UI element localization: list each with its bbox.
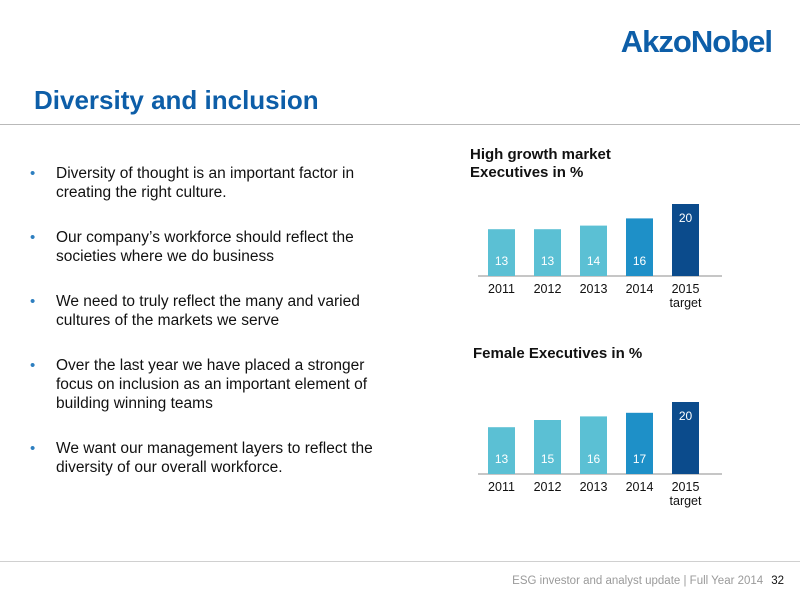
chart-bar [534,229,561,276]
bullet-item: • Our company’s workforce should reflect … [30,228,400,266]
bullet-icon: • [30,357,36,374]
bullet-item: • We need to truly reflect the many and v… [30,292,400,330]
bullet-icon: • [30,440,36,457]
chart-tick-sublabel: target [670,494,702,508]
title-divider [0,124,800,125]
bullet-list: • Diversity of thought is an important fa… [30,164,400,503]
chart-tick-label: 2011 [488,282,515,296]
chart-title-line: Executives in % [470,164,584,181]
chart-data-label: 20 [679,211,693,225]
bullet-text: Over the last year we have placed a stro… [56,357,368,412]
chart-tick-label: 2015 [672,480,700,494]
chart-data-label: 17 [633,452,647,466]
bullet-text: Diversity of thought is an important fac… [56,165,355,201]
chart-data-label: 13 [495,254,509,268]
chart-tick-label: 2012 [534,282,562,296]
chart-tick-label: 2012 [534,480,562,494]
chart-bar [626,412,653,474]
chart-tick-label: 2013 [580,480,608,494]
chart-bar [488,229,515,276]
chart-title-line: High growth market [470,146,611,163]
chart-data-label: 16 [587,452,601,466]
chart-data-label: 13 [495,452,509,466]
chart-tick-label: 2014 [626,480,654,494]
bullet-item: • We want our management layers to reflec… [30,439,400,477]
bullet-icon: • [30,165,36,182]
chart-bar [626,218,653,276]
chart-bar [534,420,561,474]
chart-tick-label: 2015 [672,282,700,296]
chart-title-high-growth: High growth market Executives in % [470,146,611,182]
bullet-icon: • [30,293,36,310]
bullet-item: • Over the last year we have placed a str… [30,356,400,413]
chart-title-line: Female Executives in % [473,345,643,362]
chart-data-label: 15 [541,452,555,466]
page-number: 32 [771,575,784,587]
logo-text-nobel: Nobel [690,24,773,59]
bullet-icon: • [30,229,36,246]
chart-tick-sublabel: target [670,296,702,310]
chart-data-label: 13 [541,254,555,268]
footer-text: ESG investor and analyst update | Full Y… [512,575,764,587]
chart-bar [672,204,699,276]
chart-bar [672,402,699,474]
chart-tick-label: 2011 [488,480,515,494]
bullet-text: We want our management layers to reflect… [56,440,373,476]
bullet-text: Our company’s workforce should reflect t… [56,229,354,265]
chart-bar [488,427,515,474]
chart-title-female-executives: Female Executives in % [473,345,642,363]
chart-bar [580,225,607,276]
bullet-item: • Diversity of thought is an important fa… [30,164,400,202]
chart-data-label: 14 [587,254,601,268]
slide-title: Diversity and inclusion [34,85,319,115]
chart-data-label: 16 [633,254,647,268]
chart-tick-label: 2013 [580,282,608,296]
footer: ESG investor and analyst update | Full Y… [512,575,784,587]
chart-bar [580,416,607,474]
bullet-text: We need to truly reflect the many and va… [56,293,360,329]
footer-divider [0,561,800,562]
akzonobel-logo: AkzoNobel [620,24,773,59]
logo-text-akzo: Akzo [620,24,692,59]
chart-tick-label: 2014 [626,282,654,296]
chart-data-label: 20 [679,409,693,423]
